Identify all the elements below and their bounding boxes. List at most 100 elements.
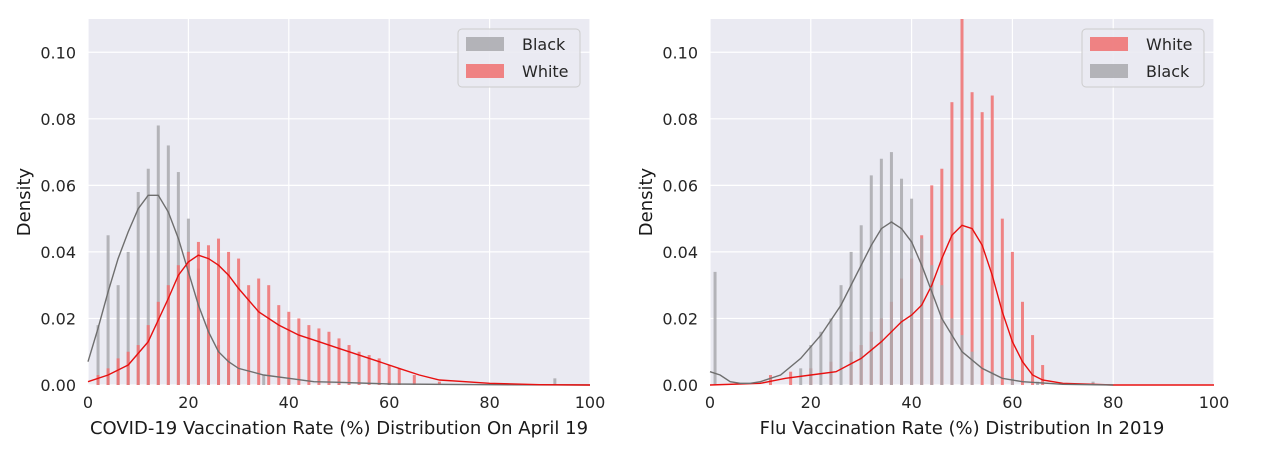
y-axis-label: Density [636,167,657,236]
hist-bar-white [247,285,251,385]
hist-bar-white [176,265,180,385]
hist-bar-black [889,152,893,385]
hist-bar-white [377,358,381,385]
hist-bar-white [116,358,120,385]
hist-bar-white [347,345,351,385]
hist-bar-black [950,318,954,385]
hist-bar-black [156,125,160,386]
hist-bar-white [257,278,261,385]
x-tick-label: 20 [178,393,198,412]
y-tick-label: 0.08 [662,110,698,129]
hist-bar-white [237,258,241,385]
y-tick-label: 0.10 [40,43,76,62]
legend-swatch-white [1090,37,1128,51]
y-tick-label: 0.04 [662,243,698,262]
hist-bar-white [317,328,321,385]
y-tick-label: 0.06 [662,176,698,195]
hist-bar-white [227,251,231,385]
hist-bar-white [156,301,160,385]
hist-bar-white [980,112,984,385]
covid-vaccination-panel: 0 20 40 60 80 100 0.00 0.02 0.04 0.06 0.08 0.10 COVI… [14,19,605,439]
hist-bar-white [186,251,190,385]
kde-line-white [709,224,1214,386]
x-tick-label: 0 [83,393,93,412]
hist-bar-black [146,168,150,385]
hist-bar-white [950,102,954,385]
hist-bar-white [1031,335,1035,385]
hist-bar-white [1000,218,1004,385]
hist-bar-white [1010,251,1014,385]
hist-bar-white [387,365,391,385]
hist-bar-black [809,345,813,385]
hist-bar-black [849,251,853,385]
x-tick-label: 80 [479,393,499,412]
x-tick-label: 0 [705,393,715,412]
kde-line-black [87,194,591,386]
x-axis-label: COVID-19 Vaccination Rate (%) Distributi… [90,418,588,439]
x-tick-label: 40 [279,393,299,412]
series-black [713,152,1095,385]
hist-bar-black [960,335,964,385]
x-tick-label: 60 [379,393,399,412]
legend-swatch-white [466,64,504,78]
legend-swatch-black [466,37,504,51]
hist-bar-white [96,375,100,385]
x-tick-label: 100 [1199,393,1230,412]
hist-bar-black [869,175,873,385]
y-tick-label: 0.04 [40,243,76,262]
hist-bar-white [337,338,341,385]
hist-bar-black [920,238,924,385]
hist-bar-white [146,325,150,385]
legend-swatch-black [1090,64,1128,78]
x-tick-label: 20 [801,393,821,412]
y-tick-label: 0.00 [40,376,76,395]
hist-bar-white [940,168,944,385]
hist-bar-white [970,92,974,385]
hist-bar-white [367,355,371,385]
hist-bar-white [307,325,311,385]
x-tick-label: 100 [575,393,606,412]
hist-bar-black [930,265,934,385]
hist-bar-black [116,285,120,385]
hist-bar-black [106,235,110,385]
y-tick-label: 0.06 [40,176,76,195]
hist-bar-black [262,375,266,385]
hist-bar-white [357,351,361,385]
y-tick-label: 0.02 [662,309,698,328]
hist-bar-white [196,241,200,385]
hist-bar-white [297,318,301,385]
hist-bar-white [136,345,140,385]
y-tick-label: 0.00 [662,376,698,395]
hist-bar-white [412,375,416,385]
hist-bar-white [437,381,441,385]
hist-bar-white [1020,301,1024,385]
y-tick-label: 0.08 [40,110,76,129]
hist-bar-black [829,318,833,385]
hist-bar-white [960,19,964,385]
hist-bar-black [1010,378,1014,385]
hist-bar-white [126,351,130,385]
hist-bar-black [879,158,883,385]
hist-bar-white [217,238,221,385]
hist-bar-black [166,145,170,385]
hist-bar-black [126,251,130,385]
hist-bar-white [277,305,281,385]
hist-bar-black [859,225,863,385]
hist-bar-black [96,325,100,385]
hist-bar-black [940,285,944,385]
hist-bar-white [768,375,772,385]
hist-bar-white [327,331,331,385]
hist-bar-black [839,285,843,385]
hist-bar-white [106,368,110,385]
hist-bar-black [900,178,904,385]
y-tick-label: 0.10 [662,43,698,62]
x-tick-label: 60 [1002,393,1022,412]
hist-bar-black [910,198,914,385]
hist-bar-white [397,368,401,385]
legend-label-white: White [1146,35,1193,54]
hist-bar-black [553,378,557,385]
y-tick-label: 0.02 [40,309,76,328]
hist-bar-black [970,351,974,385]
x-tick-label: 40 [901,393,921,412]
